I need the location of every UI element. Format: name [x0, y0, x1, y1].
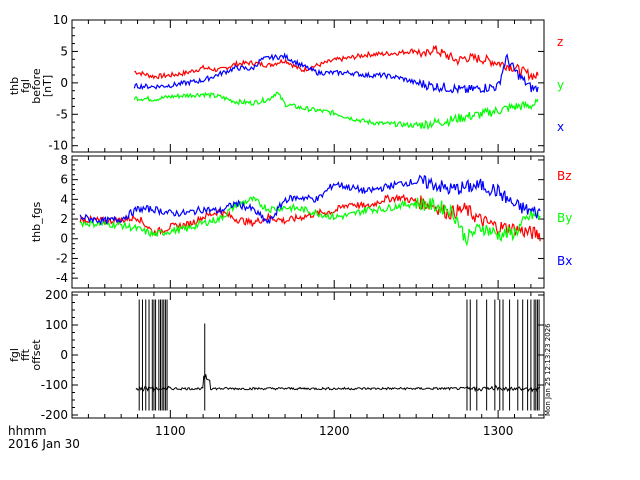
panel-before: 10 5 0 -5 -10 thb fgl before [nT] z y x: [8, 13, 564, 153]
timestamp: Mon Jan 25 12:13:23 2026: [544, 323, 552, 416]
ytick-label: 0: [60, 232, 68, 246]
panel-before-ylabel-4: [nT]: [41, 75, 54, 97]
series-line-x: [133, 52, 539, 95]
ytick-label: -5: [56, 107, 68, 121]
ytick-label: 6: [60, 173, 68, 187]
panel-offset-ylabel-2: fft: [19, 348, 32, 361]
offset-trace: [135, 374, 541, 393]
ytick-label: 5: [60, 44, 68, 58]
ytick-label: 100: [45, 318, 68, 332]
panel-before-series: [133, 45, 539, 131]
xtick-label: 1200: [319, 424, 350, 438]
panel-offset-ylabel-3: offset: [30, 339, 43, 371]
legend-by: By: [557, 211, 572, 225]
legend-z: z: [557, 35, 563, 49]
ytick-label: -200: [41, 408, 68, 422]
panel-fgs-frame: [71, 155, 545, 289]
ytick-label: 0: [60, 348, 68, 362]
panel-before-yticks: 10 5 0 -5 -10: [48, 13, 544, 153]
xtick-label: 1300: [483, 424, 514, 438]
xtick-label: 1100: [155, 424, 186, 438]
ytick-label: -4: [56, 271, 68, 285]
panel-offset: 200 100 0 -100 -200 fgl fft offset Mon Jan 2…: [8, 288, 552, 422]
series-line-z: [134, 45, 539, 82]
ytick-label: 8: [60, 153, 68, 167]
panel-fgs-series: [79, 174, 541, 247]
panel-offset-xticks: [87, 292, 532, 418]
ytick-label: -2: [56, 251, 68, 265]
ytick-label: 0: [60, 76, 68, 90]
ytick-label: 2: [60, 212, 68, 226]
panel-before-ylabel-3: before: [30, 68, 43, 104]
ytick-label: 10: [53, 13, 68, 27]
ytick-label: 4: [60, 192, 68, 206]
panel-before-xticks: [87, 20, 532, 152]
ytick-label: 200: [45, 288, 68, 302]
panel-before-ylabel-1: thb: [8, 77, 21, 95]
panel-before-frame: [71, 19, 545, 153]
panel-before-ylabel-2: fgl: [19, 79, 32, 93]
panel-fgs-xticks: [87, 156, 532, 288]
x-tick-labels: 1100 1200 1300: [155, 424, 513, 438]
footer-unit: hhmm: [8, 424, 47, 438]
series-line-y: [133, 91, 539, 131]
panel-offset-ylabel-1: fgl: [8, 348, 21, 362]
ytick-label: -100: [41, 378, 68, 392]
panel-offset-yticks: 200 100 0 -100 -200: [41, 288, 544, 422]
panel-fgs-ylabel: thb_fgs: [30, 202, 43, 243]
footer-date: 2016 Jan 30: [8, 437, 80, 451]
legend-y: y: [557, 78, 564, 92]
legend-bx: Bx: [557, 254, 572, 268]
panel-fgs: 8 6 4 2 0 -2 -4 thb_fgs Bz By Bx: [30, 153, 572, 289]
legend-bz: Bz: [557, 169, 572, 183]
series-line-Bx: [79, 174, 541, 226]
panel-fgs-yticks: 8 6 4 2 0 -2 -4: [56, 153, 544, 285]
ytick-label: -10: [48, 139, 68, 153]
panel-offset-series: [135, 299, 541, 411]
series-line-By: [79, 195, 541, 247]
legend-x: x: [557, 120, 564, 134]
